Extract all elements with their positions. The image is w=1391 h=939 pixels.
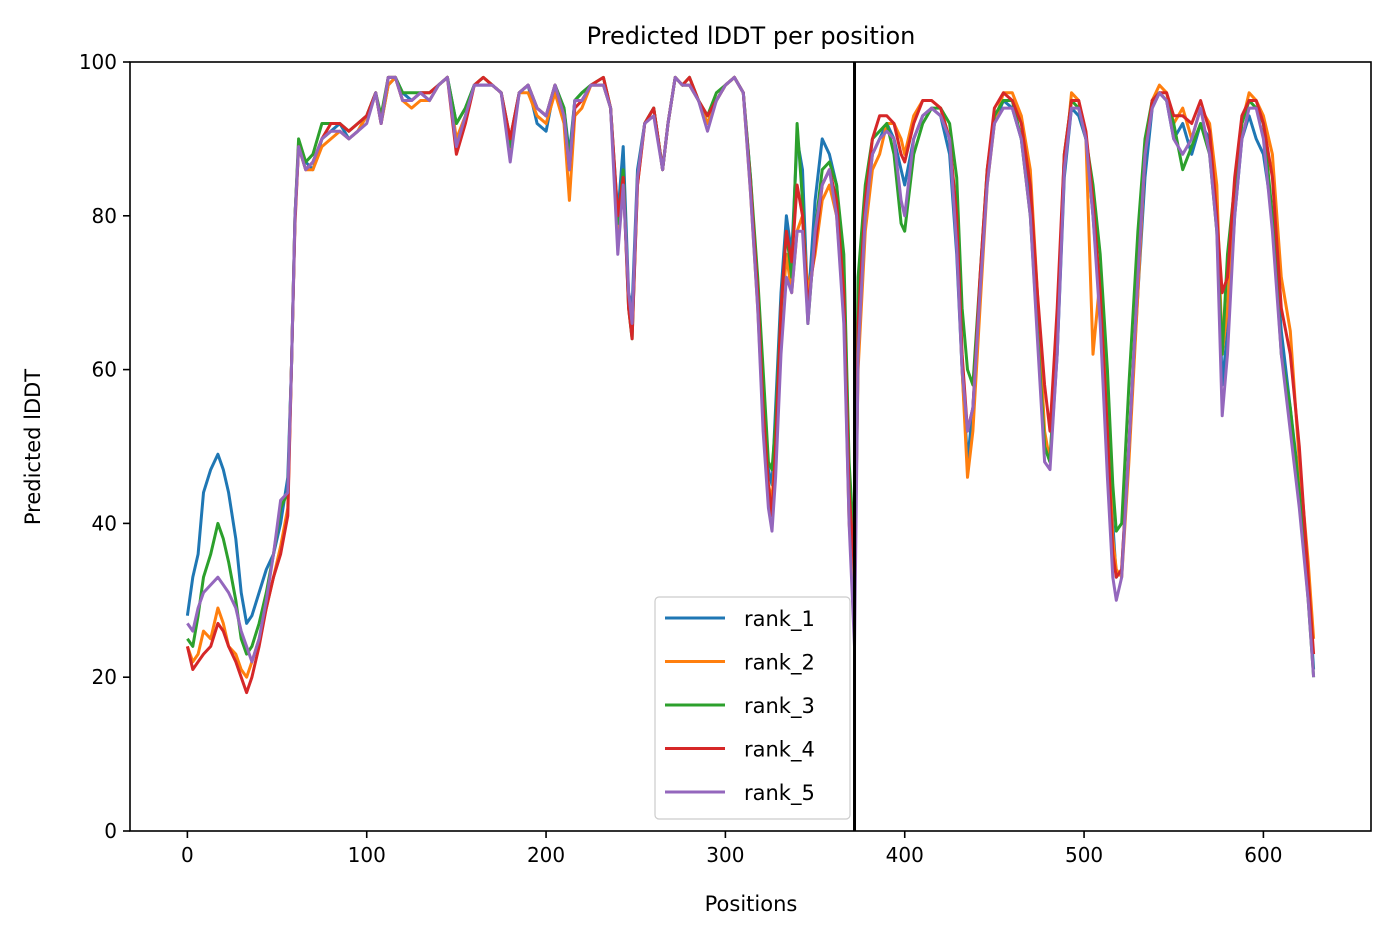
y-tick-label: 60 (92, 358, 117, 382)
x-tick-label: 400 (886, 843, 924, 867)
legend-label-rank-1: rank_1 (744, 607, 815, 632)
y-tick-label: 20 (92, 665, 117, 689)
y-axis-label: Predicted lDDT (21, 369, 45, 525)
legend: rank_1 rank_2 rank_3 rank_4 rank_5 (654, 596, 851, 820)
x-axis-label: Positions (705, 892, 798, 916)
legend-box (654, 596, 851, 820)
y-tick-label: 0 (104, 819, 117, 843)
x-axis: 0 100 200 300 400 500 600 (181, 831, 1282, 867)
x-tick-label: 500 (1065, 843, 1103, 867)
series-line-rank-4 (185, 75, 1316, 695)
x-tick-label: 0 (181, 843, 194, 867)
y-tick-label: 100 (79, 50, 117, 74)
series-layer (185, 75, 1316, 695)
y-tick-label: 80 (92, 204, 117, 228)
plot-frame (129, 61, 1372, 832)
x-tick-label: 100 (348, 843, 386, 867)
y-axis: 0 20 40 60 80 100 (79, 50, 130, 843)
legend-label-rank-3: rank_3 (744, 694, 815, 719)
y-tick-label: 40 (92, 511, 117, 535)
legend-label-rank-5: rank_5 (744, 781, 815, 806)
legend-label-rank-2: rank_2 (744, 651, 815, 676)
series-line-rank-5 (186, 75, 1316, 678)
x-tick-label: 200 (527, 843, 565, 867)
chart-title: Predicted lDDT per position (587, 22, 916, 50)
x-tick-label: 600 (1244, 843, 1282, 867)
x-tick-label: 300 (706, 843, 744, 867)
legend-label-rank-4: rank_4 (744, 738, 815, 763)
